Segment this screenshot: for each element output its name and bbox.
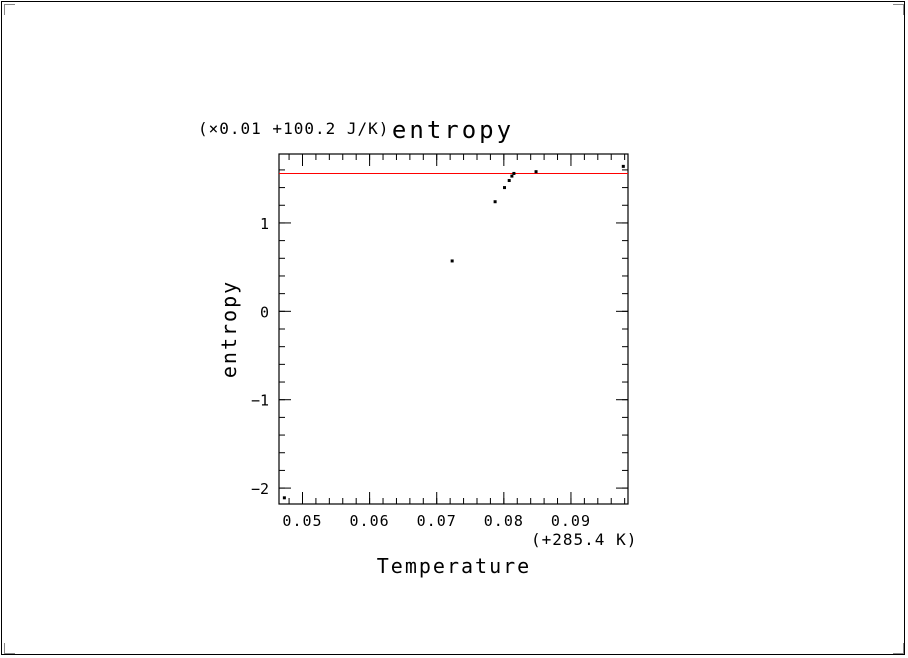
corner-mark-bottom-right — [893, 643, 904, 654]
axis-ticks — [279, 154, 628, 504]
data-point — [450, 259, 454, 263]
axis-tick-labels: 0.05 0.06 0.07 0.08 0.09 −2 −1 0 1 — [251, 215, 591, 530]
corner-mark-bottom-left — [4, 643, 15, 654]
chart-title: entropy — [392, 116, 514, 144]
data-point — [493, 200, 497, 204]
x-axis-label: Temperature — [377, 554, 531, 578]
y-tick-label: 0 — [260, 303, 269, 321]
data-point — [534, 170, 538, 174]
x-tick-label: 0.08 — [484, 512, 524, 530]
x-tick-label: 0.07 — [417, 512, 457, 530]
corner-mark-top-left — [4, 4, 15, 15]
data-point — [503, 186, 507, 190]
y-tick-label: −2 — [251, 480, 269, 498]
x-offset-label: (+285.4 K) — [531, 530, 637, 549]
x-tick-label: 0.05 — [282, 512, 322, 530]
data-point — [512, 171, 516, 175]
y-tick-label: −1 — [251, 392, 269, 410]
y-axis-label: entropy — [217, 280, 241, 378]
corner-mark-top-right — [893, 4, 904, 15]
plot-area-border — [278, 153, 629, 505]
x-tick-label: 0.06 — [350, 512, 390, 530]
y-tick-label: 1 — [260, 215, 269, 233]
data-point — [282, 496, 286, 500]
data-point — [507, 179, 511, 183]
data-point — [621, 164, 625, 168]
y-offset-label: (×0.01 +100.2 J/K) — [198, 119, 389, 138]
data-point — [510, 174, 514, 178]
data-points — [282, 164, 625, 500]
x-tick-label: 0.09 — [551, 512, 591, 530]
